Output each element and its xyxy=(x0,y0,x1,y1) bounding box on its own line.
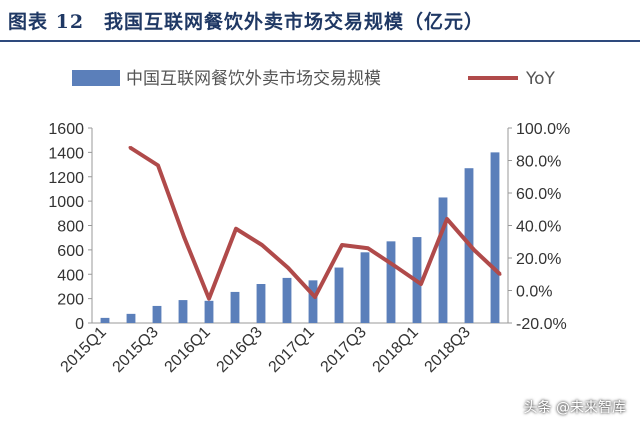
yoy-point-11 xyxy=(419,282,423,286)
y-left-tick-label: 1000 xyxy=(48,194,84,211)
bar-2017Q1 xyxy=(308,280,318,323)
figure-title: 图表 12 我国互联网餐饮外卖市场交易规模（亿元） xyxy=(8,10,485,33)
y-left-tick-label: 1400 xyxy=(48,145,84,162)
y-right-tick-label: 100.0% xyxy=(516,121,570,138)
bar-2016Q4 xyxy=(282,277,292,323)
x-tick-label: 2017Q3 xyxy=(318,324,370,376)
yoy-point-12 xyxy=(445,217,449,221)
bar-2016Q1 xyxy=(204,300,214,323)
x-tick-label: 2016Q3 xyxy=(214,324,266,376)
bar-2015Q1 xyxy=(100,317,110,323)
y-left-tick-label: 1600 xyxy=(48,121,84,138)
yoy-point-2 xyxy=(182,235,186,239)
y-left-tick-label: 400 xyxy=(57,267,84,284)
yoy-point-9 xyxy=(366,246,370,250)
x-tick-label: 2015Q3 xyxy=(110,324,162,376)
bar-2018Q2 xyxy=(438,197,448,323)
yoy-point-7 xyxy=(313,295,317,299)
x-tick-label: 2018Q3 xyxy=(422,324,474,376)
bar-2015Q3 xyxy=(152,305,162,323)
yoy-point-1 xyxy=(156,163,160,167)
figure-header: 图表 12 我国互联网餐饮外卖市场交易规模（亿元） xyxy=(0,0,640,40)
y-right-tick-label: 40.0% xyxy=(516,219,561,236)
y-left-tick-label: 0 xyxy=(75,316,84,333)
y-right-tick-label: -20.0% xyxy=(516,316,567,333)
yoy-point-3 xyxy=(207,297,211,301)
bar-2016Q2 xyxy=(230,291,240,323)
x-tick-label: 2017Q1 xyxy=(266,324,318,376)
bar-2017Q3 xyxy=(360,252,370,323)
yoy-point-4 xyxy=(234,227,238,231)
bar-2018Q4 xyxy=(490,152,500,323)
yoy-point-8 xyxy=(340,243,344,247)
y-right-tick-label: 60.0% xyxy=(516,186,561,203)
y-left-tick-label: 800 xyxy=(57,219,84,236)
bar-2016Q3 xyxy=(256,284,266,323)
legend-label-bars: 中国互联网餐饮外卖市场交易规模 xyxy=(126,69,381,89)
bar-2017Q4 xyxy=(386,241,396,323)
watermark: 头条 @未来智库 xyxy=(523,400,626,416)
y-left-tick-label: 1200 xyxy=(48,170,84,187)
y-right-tick-label: 80.0% xyxy=(516,154,561,171)
yoy-point-10 xyxy=(393,264,397,268)
x-tick-label: 2016Q1 xyxy=(162,324,214,376)
yoy-point-5 xyxy=(260,243,264,247)
yoy-point-14 xyxy=(498,272,502,276)
y-left-tick-label: 600 xyxy=(57,243,84,260)
y-right-tick-label: 0.0% xyxy=(516,284,552,301)
yoy-point-0 xyxy=(128,146,132,149)
y-left-tick-label: 200 xyxy=(57,292,84,309)
y-right-tick-label: 20.0% xyxy=(516,251,561,268)
yoy-point-13 xyxy=(472,248,476,252)
x-tick-label: 2018Q1 xyxy=(370,324,422,376)
header-divider xyxy=(0,40,640,42)
bar-2015Q2 xyxy=(126,313,136,323)
bar-2015Q4 xyxy=(178,300,188,323)
bar-2017Q2 xyxy=(334,267,344,323)
legend-swatch-bars xyxy=(72,70,120,86)
legend-label-line: YoY xyxy=(525,69,556,89)
yoy-point-6 xyxy=(286,266,290,270)
